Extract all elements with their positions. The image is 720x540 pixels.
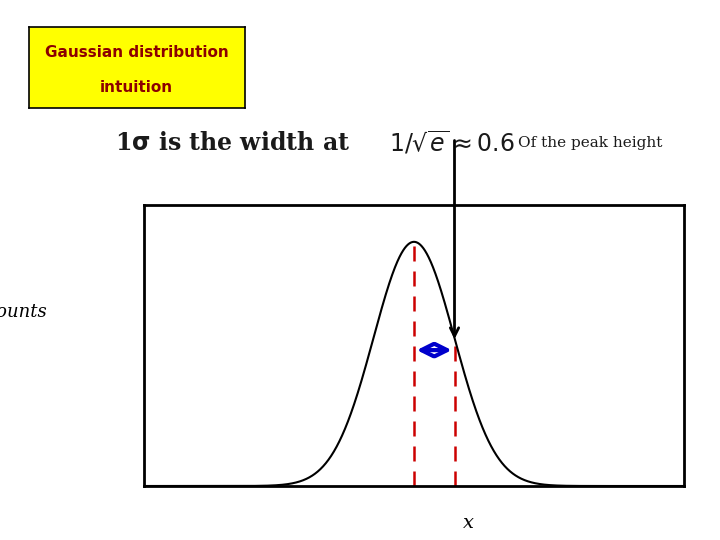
Text: 1$\mathbf{\sigma}$ is the width at: 1$\mathbf{\sigma}$ is the width at <box>115 131 351 155</box>
Text: counts: counts <box>0 303 47 321</box>
Text: Of the peak height: Of the peak height <box>518 136 663 150</box>
Text: intuition: intuition <box>100 80 174 95</box>
Text: $1/\sqrt{e}\approx 0.6$: $1/\sqrt{e}\approx 0.6$ <box>389 130 514 157</box>
Text: Gaussian distribution: Gaussian distribution <box>45 45 229 60</box>
Text: x: x <box>462 514 474 532</box>
